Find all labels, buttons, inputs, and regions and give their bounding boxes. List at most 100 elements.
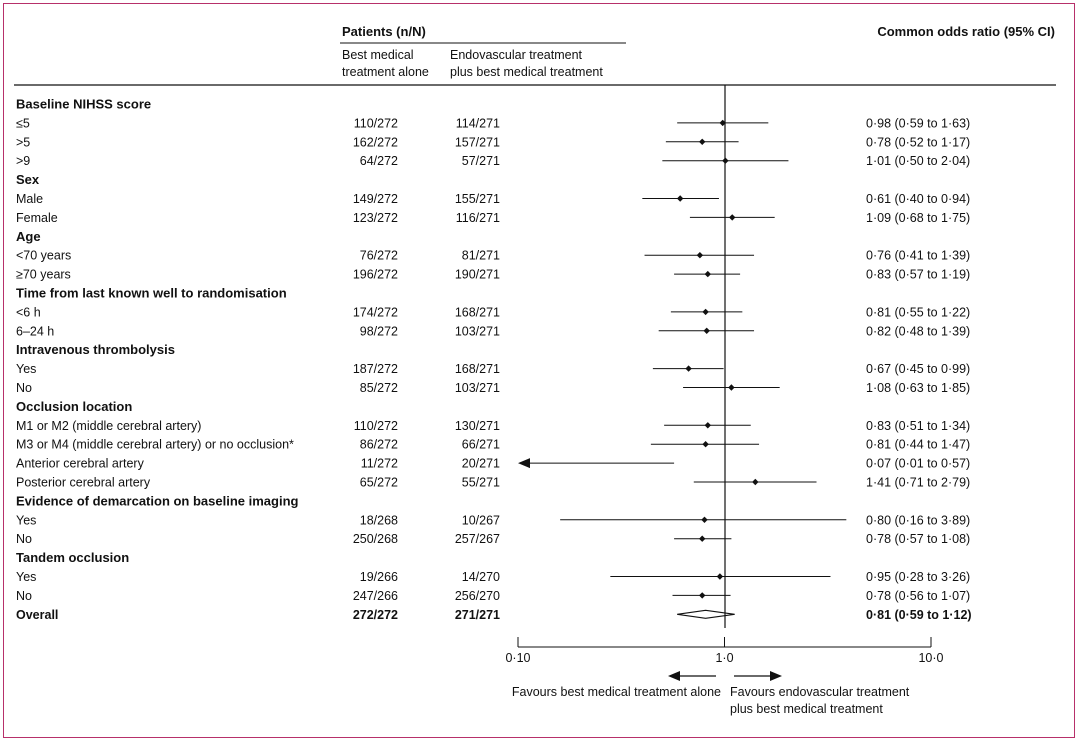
point-estimate [699, 138, 706, 145]
bmt-count: 19/266 [360, 570, 398, 584]
point-estimate [728, 384, 735, 391]
favours-right-arrowhead [770, 671, 782, 681]
or-ci-text: 0·61 (0·40 to 0·94) [866, 192, 970, 206]
point-estimate [701, 516, 708, 523]
evt-count: 20/271 [462, 457, 500, 471]
patients-title: Patients (n/N) [342, 24, 426, 39]
row-label: ≥70 years [16, 268, 71, 282]
col-evt-line1: Endovascular treatment [450, 48, 583, 62]
bmt-count: 162/272 [353, 135, 398, 149]
evt-count: 66/271 [462, 438, 500, 452]
subgroup-header: Sex [16, 172, 40, 187]
subgroup-header: Evidence of demarcation on baseline imag… [16, 493, 299, 508]
evt-count: 190/271 [455, 268, 500, 282]
bmt-count: 272/272 [353, 608, 398, 622]
bmt-count: 64/272 [360, 154, 398, 168]
point-estimate [685, 365, 692, 372]
row-label: Female [16, 211, 58, 225]
evt-count: 157/271 [455, 135, 500, 149]
or-ci-text: 0·95 (0·28 to 3·26) [866, 570, 970, 584]
bmt-count: 11/272 [361, 457, 398, 471]
or-ci-text: 0·78 (0·56 to 1·07) [866, 589, 970, 603]
point-estimate [699, 535, 706, 542]
subgroup-header: Baseline NIHSS score [16, 97, 151, 112]
evt-count: 271/271 [455, 608, 500, 622]
point-estimate [702, 441, 709, 448]
evt-count: 168/271 [455, 362, 500, 376]
point-estimate [716, 573, 724, 580]
or-ci-text: 0·81 (0·55 to 1·22) [866, 305, 970, 319]
evt-count: 116/271 [456, 211, 500, 225]
evt-count: 103/271 [455, 381, 500, 395]
favours-right-line2: plus best medical treatment [730, 702, 883, 716]
axis-tick-label: 0·10 [505, 651, 530, 665]
row-label: M3 or M4 (middle cerebral artery) or no … [16, 438, 294, 452]
bmt-count: 174/272 [353, 305, 398, 319]
or-ci-text: 0·80 (0·16 to 3·89) [866, 513, 970, 527]
evt-count: 57/271 [462, 154, 500, 168]
or-ci-text: 1·09 (0·68 to 1·75) [866, 211, 970, 225]
point-estimate [719, 119, 726, 127]
row-label: Yes [16, 362, 36, 376]
axis-tick-label: 10·0 [918, 651, 943, 665]
bmt-count: 85/272 [360, 381, 398, 395]
bmt-count: 18/268 [360, 513, 398, 527]
row-label: >9 [16, 154, 30, 168]
overall-label: Overall [16, 608, 58, 622]
bmt-count: 110/272 [354, 419, 398, 433]
or-ci-text: 1·08 (0·63 to 1·85) [866, 381, 970, 395]
row-label: Male [16, 192, 43, 206]
row-label: <6 h [16, 305, 41, 319]
bmt-count: 247/266 [353, 589, 398, 603]
bmt-count: 98/272 [360, 324, 398, 338]
point-estimate [704, 270, 711, 278]
bmt-count: 123/272 [353, 211, 398, 225]
bmt-count: 149/272 [353, 192, 398, 206]
subgroup-header: Age [16, 229, 41, 244]
evt-count: 55/271 [462, 476, 500, 490]
row-label: 6–24 h [16, 324, 54, 338]
bmt-count: 110/272 [354, 116, 398, 130]
or-ci-text: 1·01 (0·50 to 2·04) [866, 154, 970, 168]
row-label: Yes [16, 513, 36, 527]
subgroup-header: Occlusion location [16, 399, 132, 414]
col-bmt-line2: treatment alone [342, 65, 429, 79]
bmt-count: 187/272 [353, 362, 398, 376]
point-estimate [676, 195, 684, 202]
point-estimate [696, 252, 704, 259]
evt-count: 155/271 [455, 192, 500, 206]
row-label: M1 or M2 (middle cerebral artery) [16, 419, 201, 433]
or-ci-text: 0·81 (0·59 to 1·12) [866, 608, 972, 622]
col-evt-line2: plus best medical treatment [450, 65, 603, 79]
bmt-count: 76/272 [360, 249, 398, 263]
favours-right-line1: Favours endovascular treatment [730, 685, 910, 699]
point-estimate [699, 592, 706, 599]
overall-diamond [677, 609, 735, 619]
bmt-count: 86/272 [360, 438, 398, 452]
subgroup-header: Time from last known well to randomisati… [16, 286, 287, 301]
point-estimate [752, 478, 759, 486]
row-label: ≤5 [16, 116, 30, 130]
col-bmt-line1: Best medical [342, 48, 414, 62]
row-label: No [16, 381, 32, 395]
x-axis: 0·10 1·0 10·0 Favours best medical treatme… [505, 637, 944, 716]
table-header: Patients (n/N) Best medical treatment al… [14, 24, 1056, 86]
bmt-count: 65/272 [360, 476, 398, 490]
bmt-count: 196/272 [353, 268, 398, 282]
or-ci-text: 0·67 (0·45 to 0·99) [866, 362, 970, 376]
or-ci-text: 0·76 (0·41 to 1·39) [866, 249, 970, 263]
ci-arrow-left [518, 458, 530, 469]
or-ci-text: 0·82 (0·48 to 1·39) [866, 324, 970, 338]
or-ci-text: 0·78 (0·57 to 1·08) [866, 532, 970, 546]
row-label: No [16, 532, 32, 546]
or-ci-text: 1·41 (0·71 to 2·79) [866, 476, 970, 490]
point-estimate [704, 422, 711, 429]
or-ci-text: 0·83 (0·51 to 1·34) [866, 419, 970, 433]
or-ci-text: 0·83 (0·57 to 1·19) [866, 268, 970, 282]
point-estimate [729, 214, 736, 221]
row-label: <70 years [16, 249, 71, 263]
evt-count: 81/271 [462, 249, 500, 263]
favours-left-label: Favours best medical treatment alone [512, 685, 721, 699]
forest-rows: Baseline NIHSS score ≤5 110/272 114/271 0·98… [16, 97, 972, 622]
